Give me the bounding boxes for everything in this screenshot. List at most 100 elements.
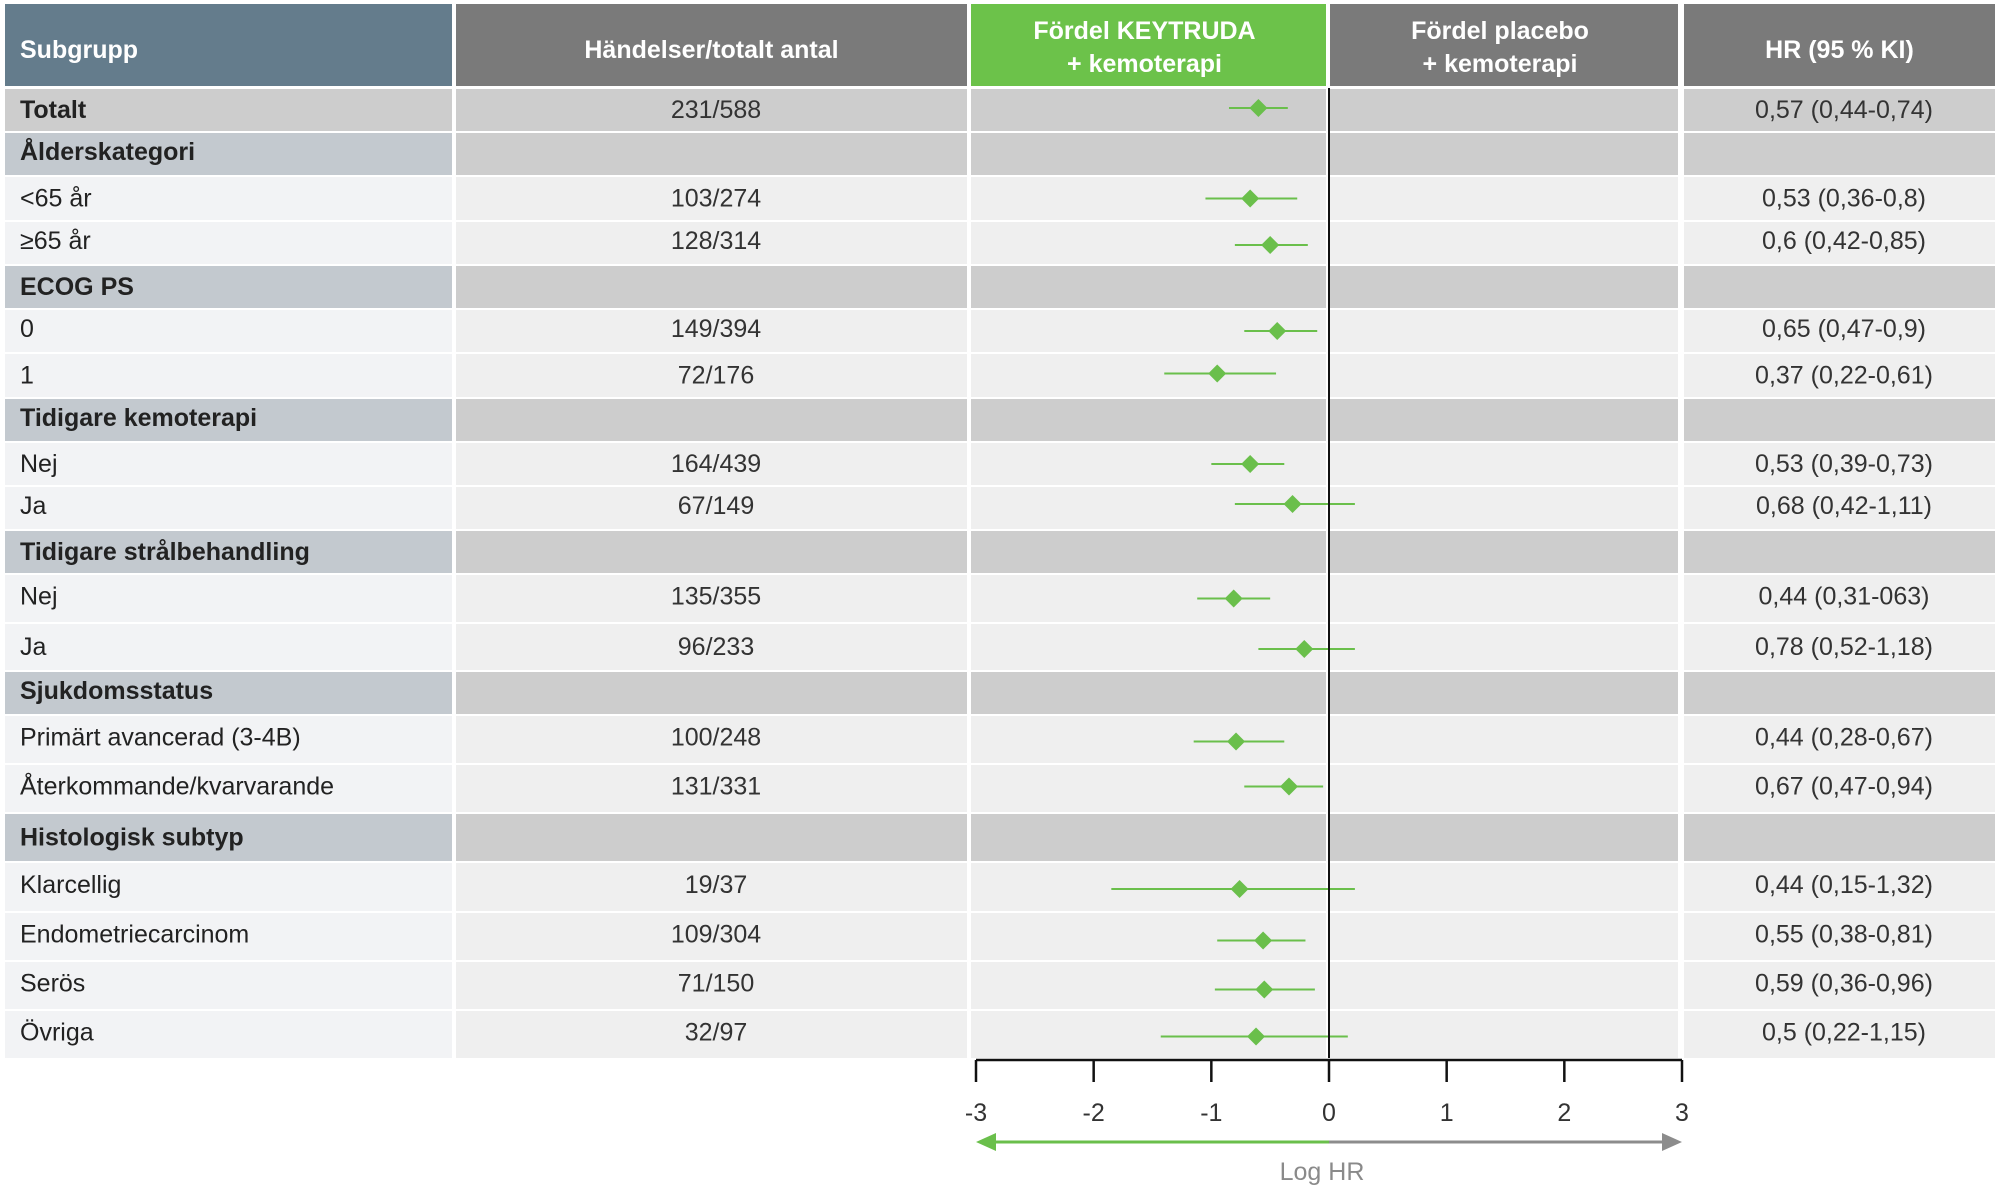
row-label-cell bbox=[5, 443, 452, 485]
hr-value: 0,57 (0,44-0,74) bbox=[1755, 96, 1933, 124]
x-tick-label: 1 bbox=[1440, 1099, 1454, 1127]
row-cell bbox=[1330, 913, 1678, 960]
row-label-cell bbox=[5, 962, 452, 1009]
row-cell bbox=[1330, 962, 1678, 1009]
events-value: 135/355 bbox=[671, 583, 761, 611]
subgroup-label: ≥65 år bbox=[20, 227, 91, 255]
subgroup-label: Endometriecarcinom bbox=[20, 921, 249, 949]
header-favor-left-cell bbox=[971, 4, 1326, 86]
hr-value: 0,44 (0,31-063) bbox=[1759, 583, 1930, 611]
row-cell bbox=[971, 1011, 1326, 1058]
row-cell bbox=[971, 624, 1326, 670]
x-tick-label: 3 bbox=[1675, 1099, 1689, 1127]
section-label: Sjukdomsstatus bbox=[20, 677, 213, 705]
hr-marker bbox=[1230, 880, 1249, 898]
row-cell bbox=[1684, 1011, 1995, 1058]
row-cell bbox=[1330, 222, 1678, 264]
header-favor-right-line1: Fördel placebo bbox=[1411, 17, 1589, 45]
row-cell bbox=[1330, 765, 1678, 812]
row-cell bbox=[1684, 863, 1995, 911]
x-tick-label: -3 bbox=[965, 1099, 987, 1127]
row-cell bbox=[456, 89, 967, 131]
row-cell bbox=[1330, 399, 1678, 441]
row-label-cell bbox=[5, 354, 452, 397]
row-cell bbox=[971, 399, 1326, 441]
x-tick-label: -2 bbox=[1083, 1099, 1105, 1127]
subgroup-label: Ja bbox=[20, 633, 47, 661]
row-cell bbox=[1330, 531, 1678, 573]
row-label-cell bbox=[5, 89, 452, 131]
row-cell bbox=[1330, 1011, 1678, 1058]
row-cell bbox=[971, 716, 1326, 763]
hr-marker bbox=[1249, 99, 1268, 117]
x-axis-label: Log HR bbox=[1280, 1158, 1365, 1186]
row-cell bbox=[1684, 624, 1995, 670]
hr-value: 0,44 (0,15-1,32) bbox=[1755, 871, 1933, 899]
header-favor-left-line2: + kemoterapi bbox=[1067, 50, 1222, 78]
header-hr-cell bbox=[1684, 4, 1995, 86]
events-value: 164/439 bbox=[671, 450, 761, 478]
row-cell bbox=[1330, 266, 1678, 308]
row-label-cell bbox=[5, 222, 452, 264]
events-value: 67/149 bbox=[678, 492, 754, 520]
subgroup-label: Återkommande/kvarvarande bbox=[20, 771, 334, 801]
hr-value: 0,53 (0,36-0,8) bbox=[1762, 185, 1926, 213]
hr-value: 0,5 (0,22-1,15) bbox=[1762, 1019, 1926, 1047]
row-cell bbox=[456, 575, 967, 622]
row-cell bbox=[1684, 354, 1995, 397]
row-cell bbox=[971, 863, 1326, 911]
row-cell bbox=[456, 765, 967, 812]
header-subgroup: Subgrupp bbox=[20, 36, 138, 64]
x-tick-label: -1 bbox=[1200, 1099, 1222, 1127]
header-favor-left-line1: Fördel KEYTRUDA bbox=[1033, 17, 1255, 45]
row-cell bbox=[1684, 672, 1995, 714]
row-label-cell bbox=[5, 765, 452, 812]
events-value: 72/176 bbox=[678, 362, 754, 390]
events-value: 96/233 bbox=[678, 633, 754, 661]
subgroup-label: 1 bbox=[20, 362, 34, 390]
row-label-cell bbox=[5, 266, 452, 308]
row-label-cell bbox=[5, 575, 452, 622]
row-label-cell bbox=[5, 133, 452, 175]
row-cell bbox=[971, 531, 1326, 573]
hr-value: 0,6 (0,42-0,85) bbox=[1762, 227, 1926, 255]
events-value: 131/331 bbox=[671, 773, 761, 801]
row-cell bbox=[971, 487, 1326, 529]
row-cell bbox=[1330, 863, 1678, 911]
section-label: Histologisk subtyp bbox=[20, 824, 244, 852]
header-hr: HR (95 % KI) bbox=[1765, 36, 1914, 64]
row-cell bbox=[971, 89, 1326, 131]
favor-right-arrowhead bbox=[1662, 1133, 1682, 1151]
header-events-cell bbox=[456, 4, 967, 86]
row-cell bbox=[456, 962, 967, 1009]
events-value: 128/314 bbox=[671, 227, 761, 255]
row-cell bbox=[456, 222, 967, 264]
row-cell bbox=[456, 672, 967, 714]
row-cell bbox=[1684, 399, 1995, 441]
row-cell bbox=[971, 133, 1326, 175]
row-cell bbox=[1684, 266, 1995, 308]
row-cell bbox=[456, 399, 967, 441]
hr-value: 0,59 (0,36-0,96) bbox=[1755, 970, 1933, 998]
events-value: 19/37 bbox=[685, 871, 748, 899]
x-tick-label: 0 bbox=[1322, 1099, 1336, 1127]
row-cell bbox=[971, 266, 1326, 308]
subgroup-label: 0 bbox=[20, 315, 34, 343]
row-cell bbox=[1330, 487, 1678, 529]
x-tick-label: 2 bbox=[1557, 1099, 1571, 1127]
row-cell bbox=[1684, 716, 1995, 763]
row-cell bbox=[1330, 133, 1678, 175]
row-label-cell bbox=[5, 177, 452, 220]
section-label: ECOG PS bbox=[20, 273, 134, 301]
row-cell bbox=[1684, 487, 1995, 529]
row-cell bbox=[456, 531, 967, 573]
row-cell bbox=[456, 487, 967, 529]
header-events: Händelser/totalt antal bbox=[584, 36, 838, 64]
row-cell bbox=[456, 266, 967, 308]
row-cell bbox=[456, 814, 967, 861]
row-cell bbox=[971, 672, 1326, 714]
hr-marker bbox=[1255, 980, 1274, 999]
section-label: Tidigare kemoterapi bbox=[20, 404, 257, 432]
hr-value: 0,68 (0,42-1,11) bbox=[1756, 492, 1932, 520]
